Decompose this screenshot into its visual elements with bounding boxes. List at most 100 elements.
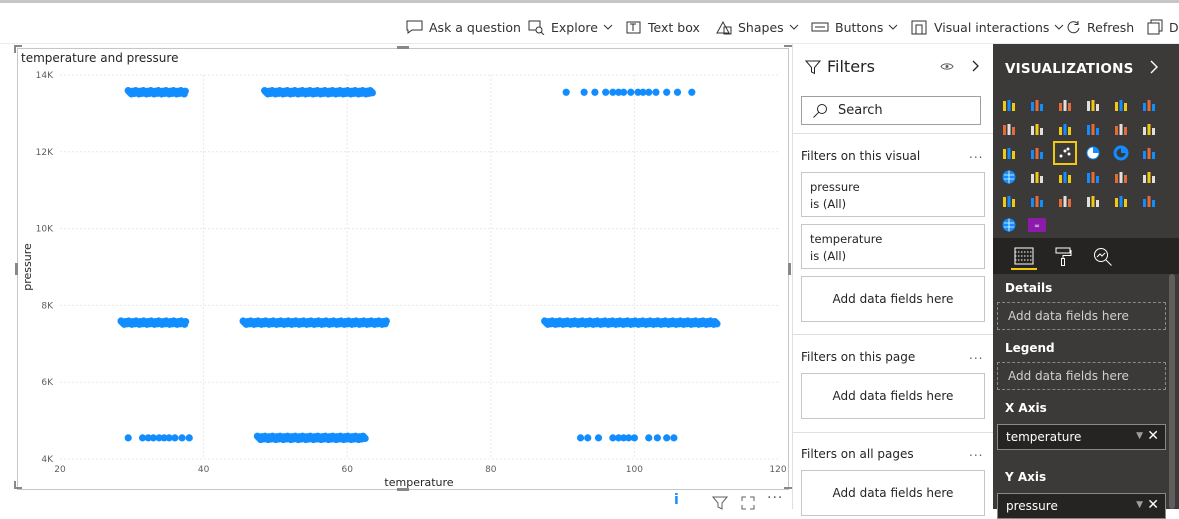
remove-field-icon[interactable]: ✕: [1147, 428, 1159, 444]
chevron-down-icon[interactable]: ▼: [1136, 500, 1143, 510]
resize-handle[interactable]: [14, 487, 22, 489]
focus-mode-icon[interactable]: [741, 496, 755, 510]
more-options-icon[interactable]: ...: [969, 348, 984, 362]
refresh-icon: [1067, 20, 1080, 33]
stacked-area-glyph: [1059, 124, 1071, 135]
filters-on-page-heading: Filters on this page: [801, 350, 916, 364]
multi-row-card-icon[interactable]: [1111, 167, 1131, 187]
more-options-icon[interactable]: ...: [969, 445, 984, 459]
matrix-icon[interactable]: [1055, 191, 1075, 211]
decomposition-tree-icon[interactable]: [1083, 191, 1103, 211]
resize-handle[interactable]: [14, 481, 16, 489]
visual-interactions-button[interactable]: Visual interactions: [911, 16, 1064, 38]
add-data-fields-visual[interactable]: Add data fields here: [801, 276, 985, 322]
data-point: [630, 434, 639, 442]
stacked-column-icon[interactable]: [1027, 95, 1047, 115]
card-icon[interactable]: [1083, 167, 1103, 187]
more-options-icon[interactable]: ···: [767, 490, 784, 506]
add-data-fields-all[interactable]: Add data fields here: [801, 470, 985, 516]
100-column-icon[interactable]: [1139, 95, 1159, 115]
resize-handle[interactable]: [397, 488, 409, 491]
details-well[interactable]: Add data fields here: [997, 302, 1166, 330]
visual-interactions-icon: [911, 20, 927, 34]
scatter-visual[interactable]: temperature and pressure 4K 6K 8K 10K 12K 14K…: [17, 48, 789, 490]
filter-card-temperature[interactable]: temperature is (All): [801, 224, 985, 269]
analytics-tab[interactable]: [1090, 244, 1116, 270]
legend-well[interactable]: Add data fields here: [997, 362, 1166, 390]
gauge-icon[interactable]: [1055, 167, 1075, 187]
ribbon-chart-icon[interactable]: [1139, 119, 1159, 139]
funnel-icon[interactable]: [1027, 143, 1047, 163]
pane-scrollbar[interactable]: [1168, 274, 1176, 509]
100-bar-icon[interactable]: [1111, 95, 1131, 115]
filter-icon[interactable]: [712, 496, 728, 510]
pie-chart-icon[interactable]: [1083, 143, 1103, 163]
filter-search-input[interactable]: Search: [801, 96, 981, 125]
search-placeholder: Search: [838, 103, 883, 118]
stacked-area-icon[interactable]: [1055, 119, 1075, 139]
globe-glyph: [1002, 218, 1016, 232]
y-axis-field-pill[interactable]: pressure ▼ ✕: [997, 493, 1166, 519]
resize-handle[interactable]: [14, 45, 16, 53]
donut-chart-icon[interactable]: [1111, 143, 1131, 163]
custom-visual-icon[interactable]: ∞: [1027, 215, 1047, 235]
100-bar-glyph: [1115, 100, 1127, 111]
data-point: [625, 434, 633, 442]
resize-handle[interactable]: [784, 45, 792, 47]
scrollbar-thumb[interactable]: [1169, 274, 1175, 509]
format-tab[interactable]: [1050, 244, 1076, 270]
buttons-button[interactable]: Buttons: [811, 16, 898, 38]
line-chart-icon[interactable]: [999, 119, 1019, 139]
line-column-icon[interactable]: [1083, 119, 1103, 139]
resize-handle[interactable]: [14, 45, 22, 47]
area-chart-icon[interactable]: [1027, 119, 1047, 139]
y-tick-label: 10K: [36, 225, 54, 235]
clustered-column-icon[interactable]: [1083, 95, 1103, 115]
resize-handle[interactable]: [15, 263, 18, 275]
map-icon[interactable]: [999, 167, 1019, 187]
clustered-bar-icon[interactable]: [1055, 95, 1075, 115]
remove-field-icon[interactable]: ✕: [1147, 497, 1159, 513]
chevron-right-icon[interactable]: [972, 60, 980, 72]
refresh-button[interactable]: Refresh: [1066, 16, 1134, 38]
data-point: [144, 434, 152, 442]
kpi-icon[interactable]: [1139, 167, 1159, 187]
stacked-bar-icon[interactable]: [999, 95, 1019, 115]
resize-handle[interactable]: [784, 487, 792, 489]
stacked-bar-glyph: [1003, 100, 1015, 111]
table-icon[interactable]: [1027, 191, 1047, 211]
qa-icon[interactable]: [1139, 191, 1159, 211]
y-axis-title: pressure: [21, 243, 34, 291]
info-icon[interactable]: i: [674, 492, 679, 508]
resize-handle[interactable]: [788, 263, 791, 275]
scatter-chart-icon[interactable]: [1053, 141, 1077, 165]
add-data-fields-page[interactable]: Add data fields here: [801, 373, 985, 419]
decomposition-tree-glyph: [1087, 196, 1099, 207]
fields-tab[interactable]: [1011, 244, 1037, 270]
slicer-icon[interactable]: [999, 191, 1019, 211]
duplicate-button[interactable]: D: [1147, 16, 1179, 38]
chevron-right-icon[interactable]: [1150, 60, 1159, 74]
resize-handle[interactable]: [397, 46, 409, 49]
globe-icon[interactable]: [999, 215, 1019, 235]
filter-card-pressure[interactable]: pressure is (All): [801, 172, 985, 217]
waterfall-icon[interactable]: [999, 143, 1019, 163]
eye-icon[interactable]: [940, 62, 954, 71]
filter-icon: [805, 60, 821, 74]
x-axis-field-pill[interactable]: temperature ▼ ✕: [997, 424, 1166, 450]
shapes-button[interactable]: Shapes: [715, 16, 799, 38]
ask-question-button[interactable]: Ask a question: [406, 16, 521, 38]
treemap-icon[interactable]: [1139, 143, 1159, 163]
filled-map-icon[interactable]: [1027, 167, 1047, 187]
visualizations-pane: VISUALIZATIONS ∞ Details Add data fields…: [993, 44, 1179, 519]
text-box-button[interactable]: Text box: [626, 16, 700, 38]
buttons-label: Buttons: [835, 19, 884, 35]
area-chart-glyph: [1031, 124, 1043, 135]
custom-visual-glyph: ∞: [1028, 218, 1046, 232]
chevron-down-icon[interactable]: ▼: [1136, 431, 1143, 441]
key-influencers-icon[interactable]: [1111, 191, 1131, 211]
line-clustered-column-icon[interactable]: [1111, 119, 1131, 139]
more-options-icon[interactable]: ...: [969, 147, 984, 161]
explore-button[interactable]: Explore: [528, 16, 613, 38]
data-point: [185, 434, 193, 442]
